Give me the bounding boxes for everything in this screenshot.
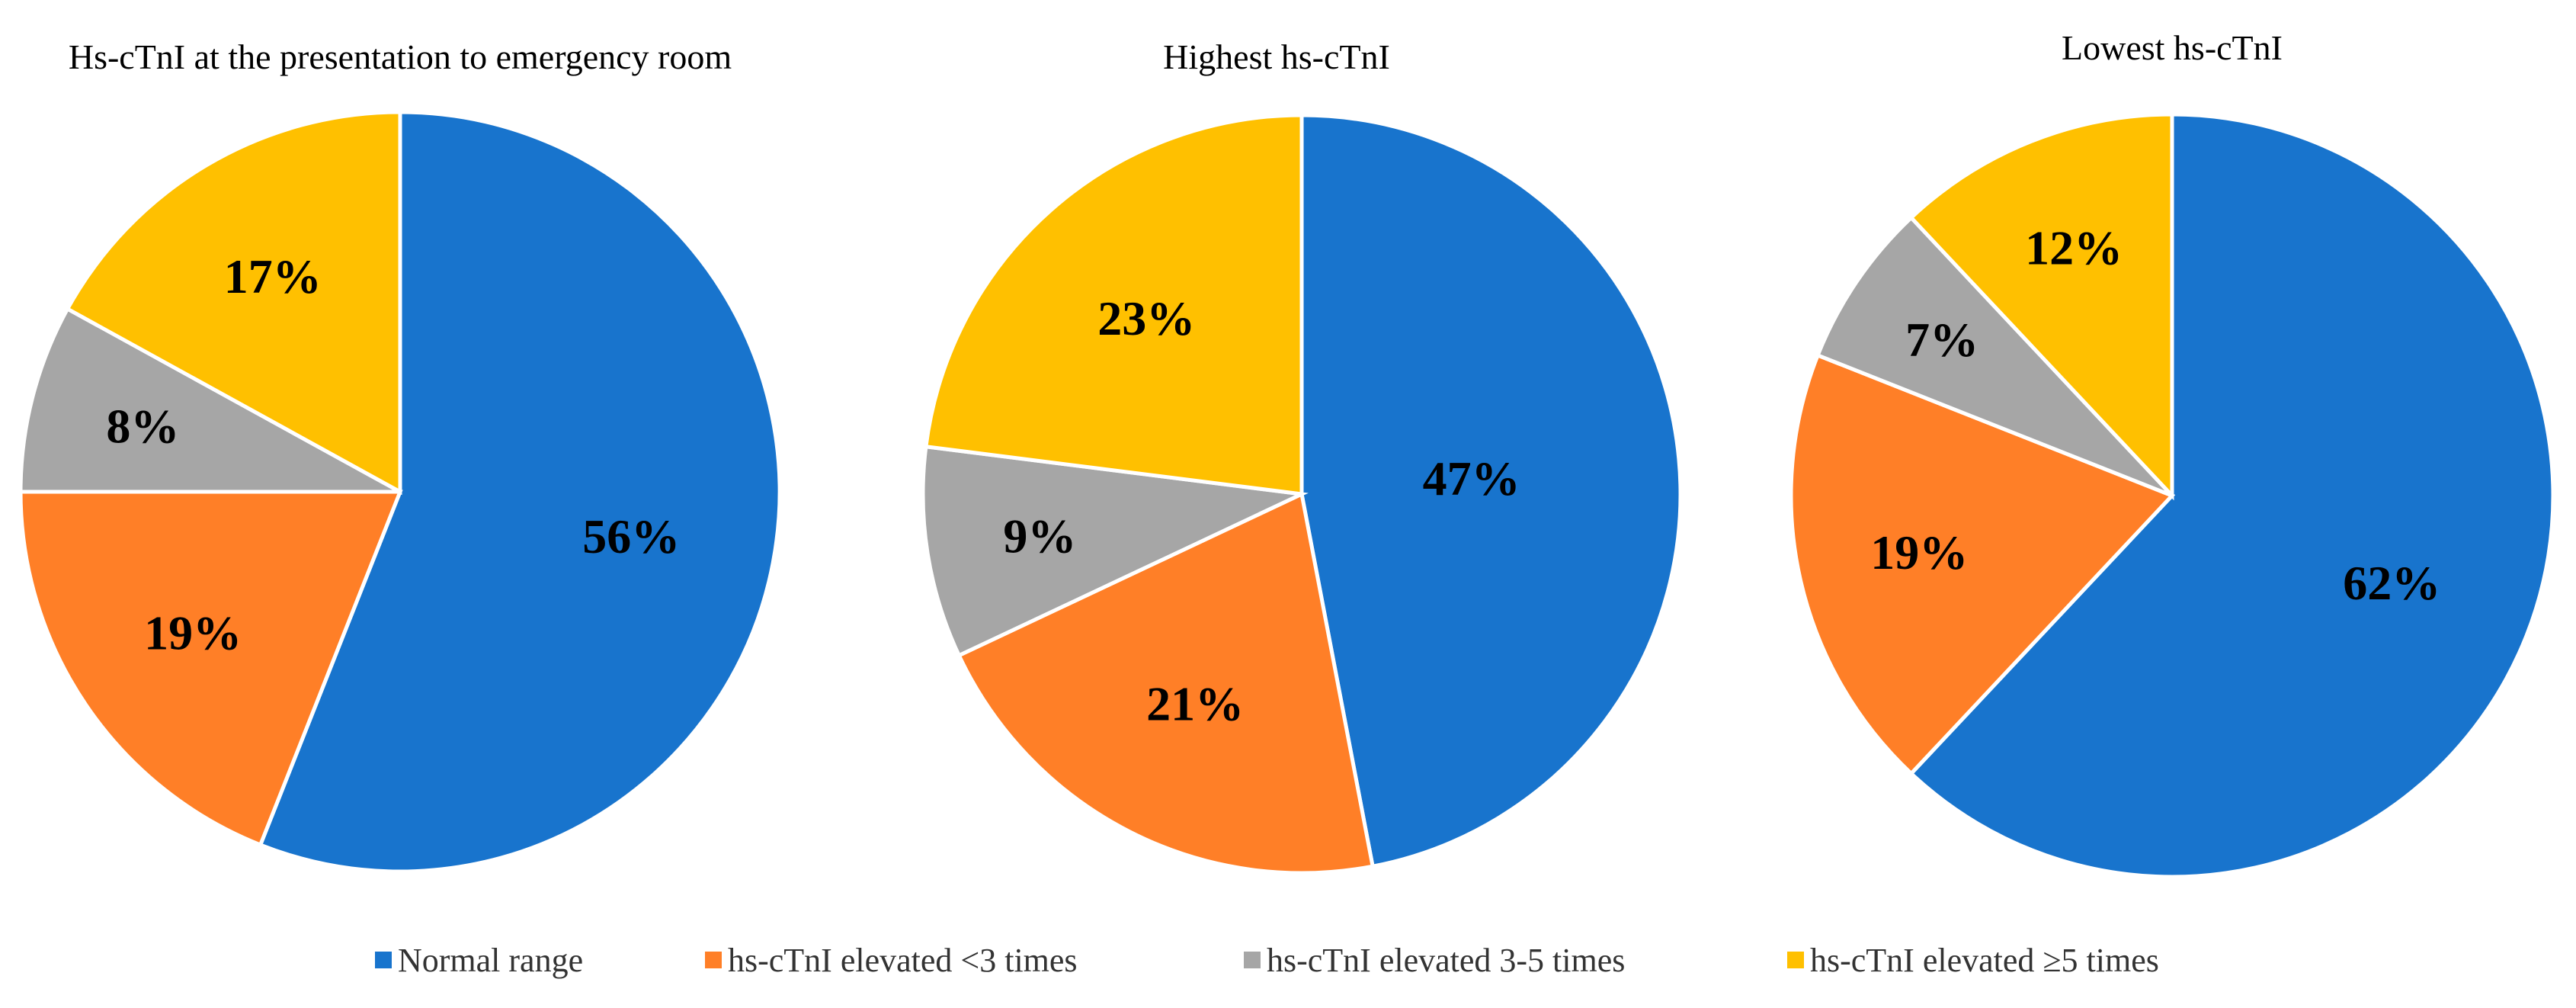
pie-slice-highest-elevated-lt3 bbox=[956, 491, 1376, 875]
legend-label-elevated-ge5: hs-cTnI elevated ≥5 times bbox=[1810, 942, 2159, 979]
pie-slice-highest-elevated-3-5 bbox=[921, 444, 1309, 658]
pie-label-highest-normal-range: 47% bbox=[1423, 451, 1520, 506]
legend-label-elevated-lt3: hs-cTnI elevated <3 times bbox=[728, 942, 1078, 979]
legend-label-elevated-3-5: hs-cTnI elevated 3-5 times bbox=[1267, 942, 1625, 979]
pie-chart-highest: 47% 21% 9% 23% bbox=[921, 113, 1683, 875]
legend-label-normal-range: Normal range bbox=[398, 942, 583, 979]
chart-title-2: Highest hs-cTnI bbox=[1163, 37, 1390, 76]
pie-slice-lowest-elevated-3-5 bbox=[1815, 214, 2174, 498]
chart-title-3: Lowest hs-cTnI bbox=[2062, 28, 2283, 67]
pie-slice-presentation-elevated-3-5 bbox=[18, 306, 402, 494]
pie-slice-lowest-normal-range bbox=[1908, 112, 2555, 879]
pie-label-lowest-elevated-ge5: 12% bbox=[2025, 221, 2123, 275]
pie-label-lowest-elevated-3-5: 7% bbox=[1905, 313, 1978, 367]
pie-slice-presentation-normal-range bbox=[258, 110, 782, 874]
pie-label-highest-elevated-lt3: 21% bbox=[1146, 677, 1244, 731]
pie-label-highest-elevated-ge5: 23% bbox=[1097, 291, 1195, 345]
chart-title-1: Hs-cTnI at the presentation to emergency… bbox=[69, 37, 732, 76]
legend-swatch-elevated-3-5 bbox=[1244, 952, 1261, 968]
pie-slice-lowest-elevated-ge5 bbox=[1908, 112, 2174, 501]
pie-label-presentation-elevated-3-5: 8% bbox=[106, 399, 179, 453]
legend-swatch-elevated-lt3 bbox=[705, 952, 722, 968]
pie-slice-highest-normal-range bbox=[1299, 113, 1683, 869]
pie-label-presentation-elevated-lt3: 19% bbox=[144, 606, 242, 660]
pie-label-lowest-elevated-lt3: 19% bbox=[1870, 525, 1968, 579]
pie-slice-presentation-elevated-ge5 bbox=[65, 110, 402, 496]
legend: Normal range hs-cTnI elevated <3 times h… bbox=[375, 942, 2159, 979]
legend-swatch-normal-range bbox=[375, 952, 392, 968]
pie-slice-highest-elevated-ge5 bbox=[924, 113, 1304, 496]
pie-label-presentation-elevated-ge5: 17% bbox=[224, 249, 322, 303]
pie-chart-presentation: 56% 19% 8% 17% bbox=[18, 110, 782, 874]
pie-chart-lowest: 62% 19% 7% 12% bbox=[1789, 112, 2555, 879]
legend-swatch-elevated-ge5 bbox=[1787, 952, 1804, 968]
pie-slice-presentation-elevated-lt3 bbox=[18, 490, 403, 848]
pie-label-highest-elevated-3-5: 9% bbox=[1003, 509, 1076, 563]
pie-label-presentation-normal-range: 56% bbox=[582, 509, 680, 563]
pie-label-lowest-normal-range: 62% bbox=[2343, 556, 2440, 610]
